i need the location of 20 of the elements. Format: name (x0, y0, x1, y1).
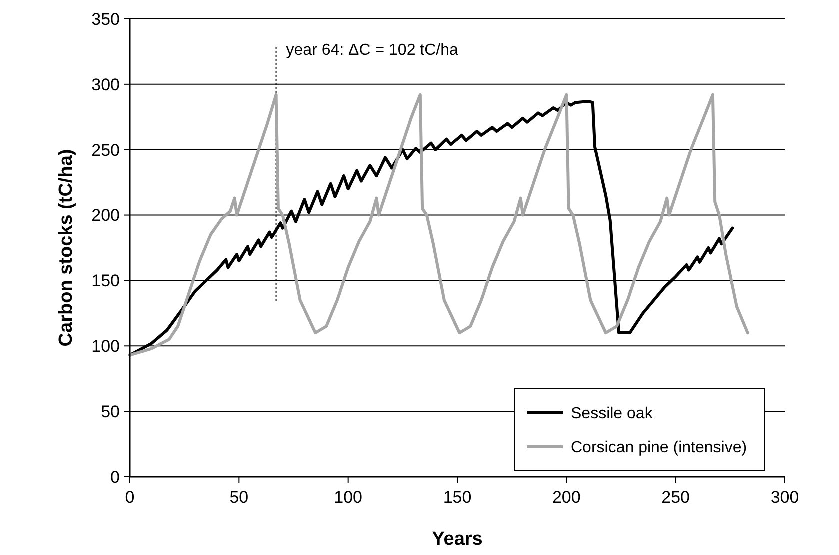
y-tick-label: 100 (92, 337, 120, 356)
y-axis-title: Carbon stocks (tC/ha) (56, 149, 77, 347)
y-tick-label: 50 (101, 402, 120, 422)
y-tick-label: 350 (92, 10, 120, 29)
x-tick-label: 50 (230, 488, 249, 507)
x-tick-label: 100 (334, 488, 363, 507)
legend-label: Sessile oak (571, 406, 654, 423)
annotation: year 64: ΔC = 102 tC/ha (286, 42, 458, 59)
y-tick-label: 300 (92, 75, 120, 94)
x-axis-title: Years (432, 529, 483, 550)
x-tick-label: 250 (662, 488, 690, 507)
x-tick-label: 150 (443, 488, 472, 507)
y-tick-label: 250 (92, 140, 120, 160)
legend-label: Corsican pine (intensive) (571, 440, 748, 457)
x-tick-label: 0 (125, 488, 135, 507)
y-tick-label: 200 (92, 206, 120, 226)
x-tick-label: 300 (770, 488, 800, 507)
y-tick-label: 150 (92, 272, 120, 291)
y-tick-label: 0 (110, 468, 120, 487)
x-tick-label: 200 (552, 488, 581, 507)
